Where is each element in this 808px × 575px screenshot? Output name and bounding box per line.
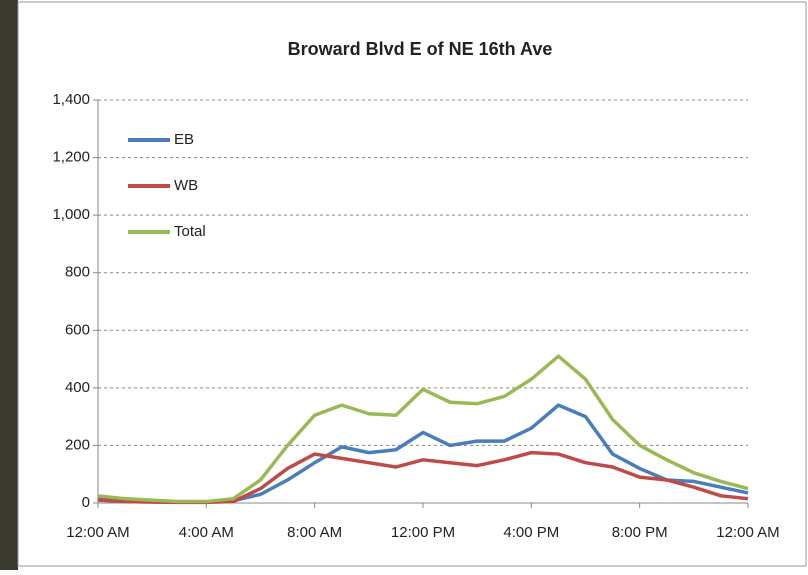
y-tick-label: 200 bbox=[65, 436, 90, 453]
legend-label: Total bbox=[174, 223, 206, 240]
chart-panel bbox=[17, 1, 807, 567]
x-tick-label: 8:00 PM bbox=[612, 524, 668, 541]
y-tick-label: 1,000 bbox=[52, 206, 90, 223]
x-tick-label: 8:00 AM bbox=[287, 524, 342, 541]
chart-title: Broward Blvd E of NE 16th Ave bbox=[288, 39, 553, 59]
x-tick-label: 12:00 AM bbox=[66, 524, 129, 541]
x-tick-label: 4:00 PM bbox=[503, 524, 559, 541]
background-strip bbox=[0, 0, 18, 570]
y-tick-label: 600 bbox=[65, 321, 90, 338]
y-tick-label: 800 bbox=[65, 264, 90, 281]
legend-label: WB bbox=[174, 177, 198, 194]
y-tick-label: 0 bbox=[82, 494, 90, 511]
legend-label: EB bbox=[174, 131, 194, 148]
y-tick-label: 1,400 bbox=[52, 91, 90, 108]
x-tick-label: 12:00 AM bbox=[716, 524, 779, 541]
y-tick-label: 1,200 bbox=[52, 149, 90, 166]
x-tick-label: 4:00 AM bbox=[179, 524, 234, 541]
data-line bbox=[97, 354, 749, 504]
y-tick-label: 400 bbox=[65, 379, 90, 396]
x-tick-label: 12:00 PM bbox=[391, 524, 455, 541]
